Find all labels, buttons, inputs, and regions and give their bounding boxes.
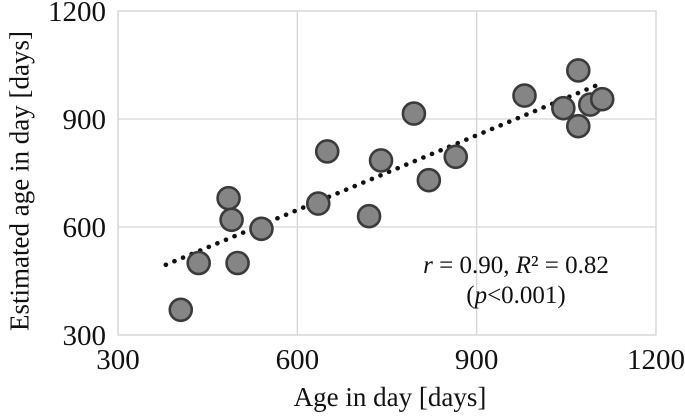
y-tick-label: 300 [63, 320, 107, 352]
data-point [168, 297, 194, 323]
y-axis-title: Estimated age in day [days] [4, 31, 35, 331]
data-point [512, 83, 537, 108]
x-axis-title: Age in day [days] [293, 382, 487, 412]
data-point [219, 207, 244, 233]
data-point [356, 203, 382, 229]
y-tick-label: 1200 [48, 0, 106, 28]
x-tick-label: 600 [276, 344, 320, 376]
data-point [589, 86, 615, 112]
data-point [249, 216, 274, 242]
x-tick-label: 300 [96, 344, 140, 376]
annotation-line-1: r = 0.90, R² = 0.82 [423, 252, 609, 279]
trendline [163, 80, 605, 268]
x-tick-label: 1200 [627, 344, 685, 376]
p-symbol: p [474, 282, 488, 309]
data-point [565, 58, 591, 83]
data-point [368, 148, 394, 173]
data-point [416, 167, 442, 193]
r-squared-symbol: R [515, 252, 532, 279]
y-tick-label: 600 [63, 212, 107, 244]
r-symbol: r [423, 252, 433, 279]
annotation-line-2: (p<0.001) [466, 282, 566, 309]
stats-annotation: r = 0.90, R² = 0.82 (p<0.001) [423, 251, 609, 311]
data-point [443, 144, 469, 170]
data-point [186, 250, 211, 276]
data-point [305, 191, 331, 216]
x-tick-label: 900 [455, 344, 499, 376]
data-point [216, 185, 241, 211]
plot-border [117, 10, 657, 336]
y-tick-label: 900 [63, 104, 107, 136]
data-point [401, 101, 427, 126]
data-point [314, 139, 340, 164]
data-point [551, 95, 576, 121]
data-point [565, 113, 591, 139]
data-point [225, 250, 250, 276]
